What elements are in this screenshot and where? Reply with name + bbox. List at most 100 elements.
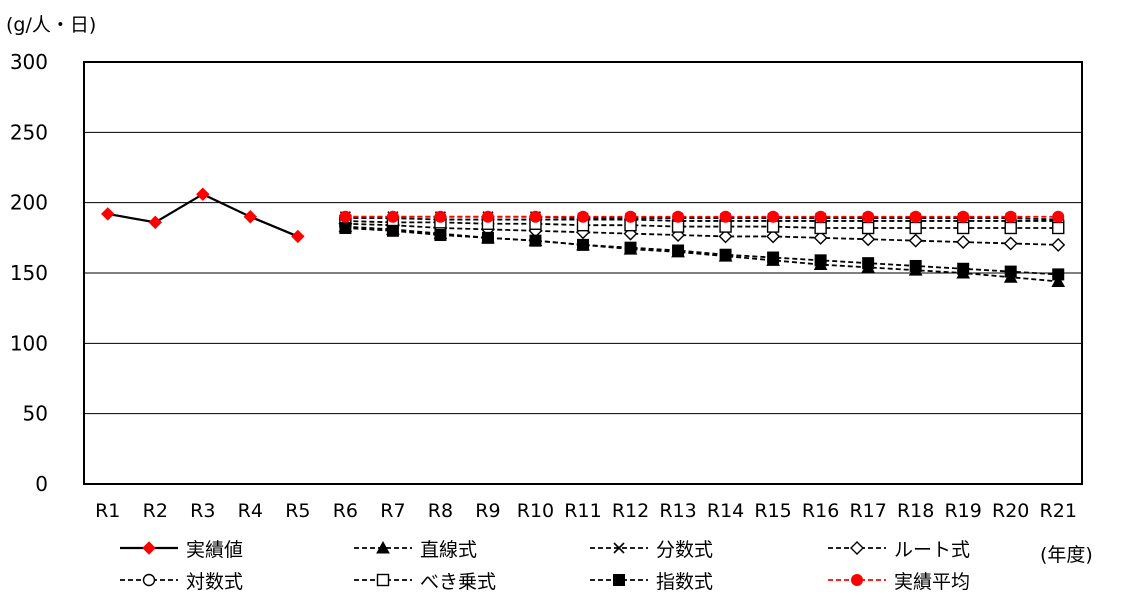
legend-marker (852, 575, 863, 586)
data-point (958, 222, 969, 233)
y-tick-label: 250 (10, 120, 48, 144)
data-point (910, 222, 921, 233)
legend-swatch (352, 538, 414, 558)
data-point (910, 235, 922, 247)
legend-label: 直線式 (420, 535, 477, 562)
data-point (387, 225, 398, 236)
data-point (149, 216, 161, 228)
data-point (1053, 269, 1064, 280)
x-tick-label: R1 (95, 500, 120, 522)
legend-swatch (826, 538, 888, 558)
x-tick-label: R19 (944, 500, 981, 522)
x-tick-label: R11 (564, 500, 601, 522)
data-point (863, 222, 874, 233)
y-tick-label: 200 (10, 191, 48, 215)
y-tick-label: 0 (35, 472, 48, 496)
data-point (673, 245, 684, 256)
legend-label: 実績値 (186, 535, 243, 562)
legend-label: 分数式 (656, 535, 713, 562)
legend-swatch (588, 570, 650, 590)
data-point (1053, 222, 1064, 233)
data-point (910, 260, 921, 271)
legend-label: べき乗式 (420, 567, 496, 594)
x-tick-labels: R1 R2 R3 R4 R5 R6 R7 R8 R9 R10 R11 R12 R13 R14 R15 R16 R… (95, 500, 1077, 522)
data-point (530, 235, 541, 246)
x-tick-label: R13 (659, 500, 696, 522)
y-tick-label: 100 (10, 331, 48, 355)
legend-item: 指数式 (588, 565, 713, 595)
data-point (482, 232, 493, 243)
data-point (720, 249, 731, 260)
x-tick-label: R20 (992, 500, 1029, 522)
data-point (1005, 237, 1017, 249)
data-point (435, 211, 446, 222)
series-4 (340, 213, 1064, 227)
line-chart: 0 50 100 150 200 250 300 R1 R2 R3 R4 R5 R6 R7 R8 R9 R10… (0, 0, 1139, 530)
x-tick-label: R15 (754, 500, 791, 522)
data-point (625, 242, 636, 253)
legend-marker (144, 575, 155, 586)
data-point (862, 233, 874, 245)
series-2 (340, 212, 1063, 225)
data-point (387, 211, 398, 222)
data-point (958, 263, 969, 274)
data-point (530, 211, 541, 222)
data-point (863, 211, 874, 222)
chart-legend: 実績値 直線式 分数式 ルート式対数式 べき乗式 指数式 実績平均 (118, 531, 1018, 595)
data-point (768, 211, 779, 222)
legend-swatch (118, 570, 180, 590)
data-point (815, 211, 826, 222)
y-tick-labels: 0 50 100 150 200 250 300 (10, 50, 48, 496)
x-tick-label: R14 (707, 500, 744, 522)
x-tick-label: R6 (333, 500, 358, 522)
data-point (768, 252, 779, 263)
data-point (244, 211, 256, 223)
legend-item: 対数式 (118, 565, 243, 595)
data-point (340, 222, 351, 233)
series-0 (102, 188, 304, 242)
x-tick-label: R5 (285, 500, 310, 522)
x-tick-label: R16 (802, 500, 839, 522)
data-point (815, 255, 826, 266)
data-point (1053, 211, 1064, 222)
legend-item: 分数式 (588, 533, 713, 563)
data-point (863, 258, 874, 269)
x-tick-label: R12 (612, 500, 649, 522)
data-point (482, 211, 493, 222)
legend-label: 指数式 (656, 567, 713, 594)
x-tick-label: R9 (475, 500, 500, 522)
x-unit-label: (年度) (1040, 540, 1093, 567)
data-point (720, 211, 731, 222)
data-point (910, 211, 921, 222)
data-point (197, 188, 209, 200)
series-3 (339, 218, 1064, 251)
legend-swatch (352, 570, 414, 590)
data-point (1052, 239, 1064, 251)
x-tick-label: R3 (190, 500, 215, 522)
series-6 (340, 222, 1064, 279)
legend-swatch (118, 538, 180, 558)
y-tick-label: 50 (23, 402, 48, 426)
legend-marker (143, 542, 155, 554)
data-point (578, 239, 589, 250)
legend-item: ルート式 (826, 533, 970, 563)
x-tick-label: R2 (143, 500, 168, 522)
legend-item: 実績平均 (826, 565, 970, 595)
x-tick-label: R10 (517, 500, 554, 522)
legend-marker (614, 575, 625, 586)
data-point (1005, 211, 1016, 222)
legend-swatch (588, 538, 650, 558)
data-point (435, 230, 446, 241)
x-tick-label: R4 (238, 500, 263, 522)
legend-marker (851, 542, 863, 554)
gridlines (84, 132, 1082, 413)
legend-marker (378, 575, 389, 586)
x-tick-label: R7 (380, 500, 405, 522)
data-point (578, 211, 589, 222)
x-tick-label: R18 (897, 500, 934, 522)
legend-swatch (826, 570, 888, 590)
data-point (1005, 266, 1016, 277)
legend-label: 対数式 (186, 567, 243, 594)
data-point (292, 230, 304, 242)
y-tick-label: 150 (10, 261, 48, 285)
